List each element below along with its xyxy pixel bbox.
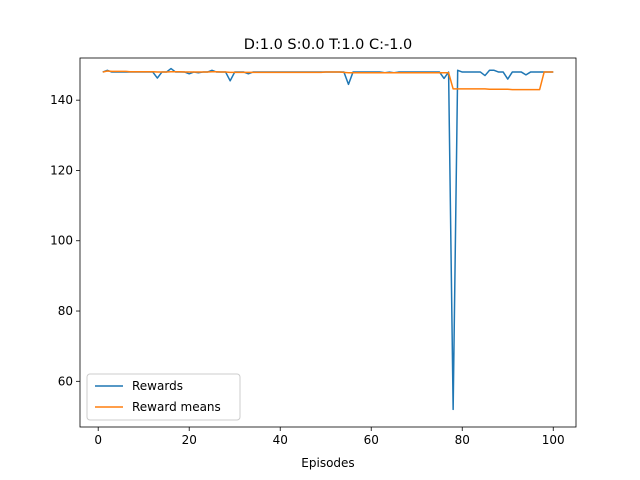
- series-layer: [102, 67, 554, 411]
- axes-layer: 0 20 40 60 80 100 60 80 100 120 140: [50, 57, 577, 447]
- series-line-reward-means: [102, 70, 554, 91]
- x-axis-label: Episodes: [301, 456, 354, 470]
- x-tick-label: 80: [455, 433, 470, 447]
- legend-frame: [86, 373, 241, 421]
- legend-label-rewards: Rewards: [132, 379, 183, 393]
- y-tick-label: 60: [58, 374, 73, 388]
- plot-frame: [79, 57, 577, 428]
- x-tick-label: 40: [273, 433, 288, 447]
- y-tick-label: 100: [50, 234, 73, 248]
- legend-label-reward-means: Reward means: [132, 400, 221, 414]
- x-tick-label: 60: [364, 433, 379, 447]
- y-tick-label: 80: [58, 304, 73, 318]
- legend: Rewards Reward means: [86, 373, 241, 421]
- chart-title: D:1.0 S:0.0 T:1.0 C:-1.0: [244, 37, 413, 53]
- x-tick-label: 0: [94, 433, 102, 447]
- x-tick-label: 100: [542, 433, 565, 447]
- y-tick-label: 140: [50, 93, 73, 107]
- x-tick-label: 20: [182, 433, 197, 447]
- y-tick-label: 120: [50, 163, 73, 177]
